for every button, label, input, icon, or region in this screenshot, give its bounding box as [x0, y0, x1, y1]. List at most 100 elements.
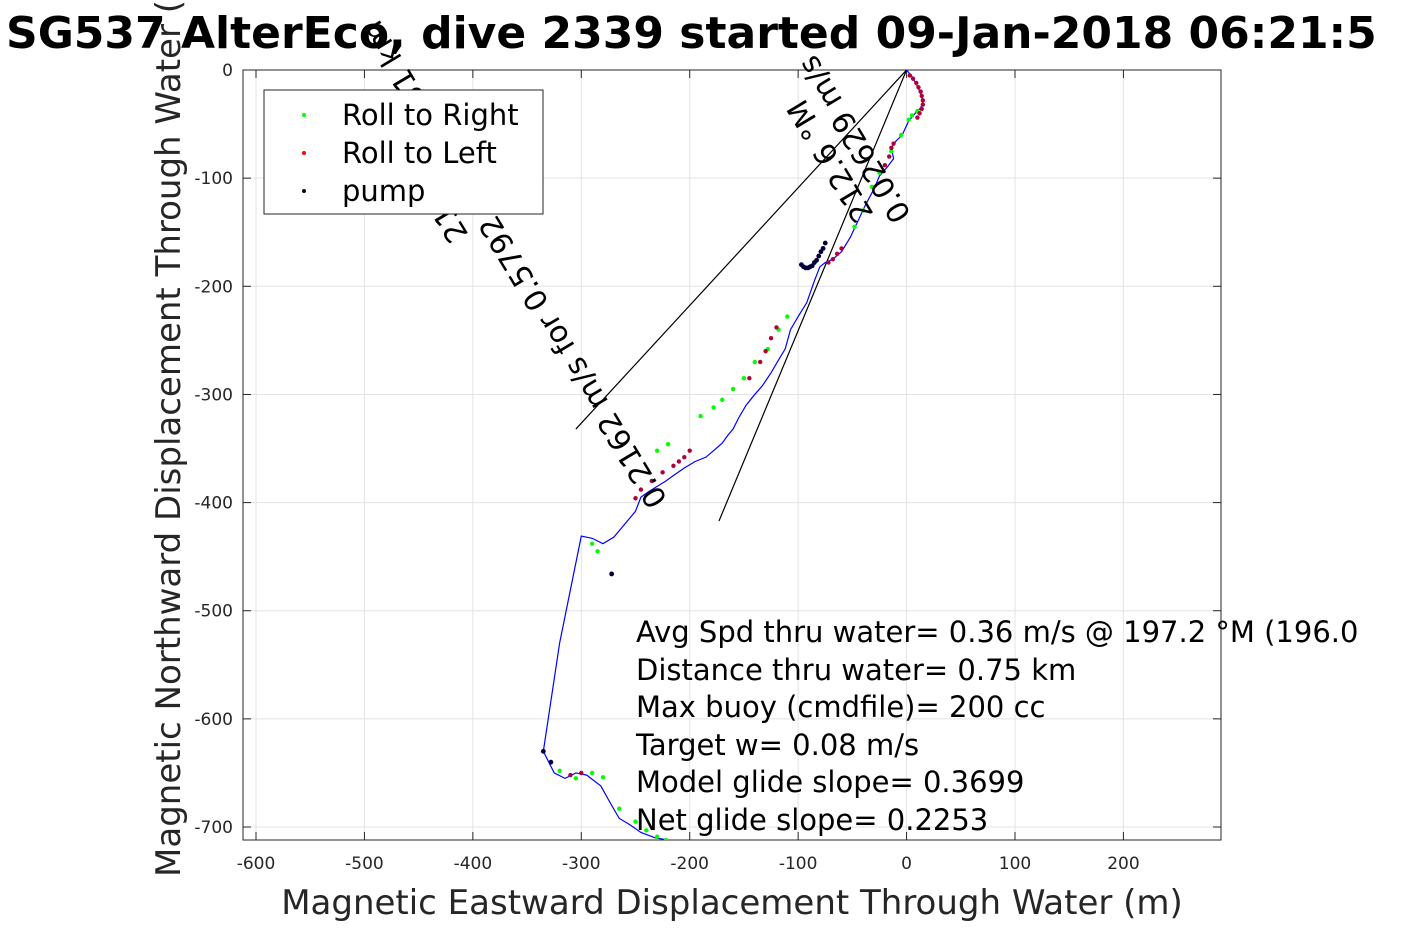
roll-left-point: [671, 463, 676, 469]
x-tick-label: -400: [454, 854, 493, 874]
roll-right-point: [752, 359, 757, 365]
track-layer: [542, 70, 924, 840]
y-tick-label: 0: [222, 61, 233, 81]
stat-net-glide: Net glide slope= 0.2253: [636, 803, 988, 837]
roll-right-point: [898, 132, 904, 138]
roll-left-point: [919, 106, 924, 112]
roll-left-point: [839, 246, 844, 251]
roll-left-point: [579, 770, 584, 776]
stat-distance: Distance thru water= 0.75 km: [636, 653, 1076, 687]
roll-right-point: [720, 397, 725, 403]
roll-left-point: [649, 478, 654, 484]
roll-left-point: [763, 348, 768, 354]
roll-right-point: [654, 448, 660, 453]
roll-left-point: [910, 76, 916, 81]
current-label-line1: 0.2162 m/s for 0.5792 hr = 0.451 km: [355, 14, 674, 514]
legend-marker-pump: [302, 189, 306, 193]
roll-left-point: [887, 154, 892, 159]
pump-point: [822, 240, 828, 246]
roll-left-point: [568, 772, 573, 778]
legend-marker-roll-right: [302, 113, 306, 117]
roll-left-point: [768, 336, 774, 341]
roll-left-point: [830, 257, 836, 262]
x-tick-label: -500: [345, 854, 384, 874]
roll-right-point: [909, 113, 915, 118]
y-tick-label: -500: [194, 602, 233, 622]
roll-left-point: [834, 251, 840, 257]
roll-right-point: [573, 776, 579, 781]
x-tick-label: 100: [999, 854, 1031, 874]
roll-right-point: [633, 819, 638, 824]
roll-left-point: [889, 145, 894, 151]
roll-right-point: [852, 224, 857, 230]
roll-right-point: [711, 405, 716, 410]
x-axis-label: Magnetic Eastward Displacement Through W…: [281, 883, 1183, 923]
y-tick-label: -300: [194, 385, 233, 405]
x-tick-label: -100: [779, 854, 818, 874]
roll-left-point: [757, 359, 763, 365]
roll-right-point: [889, 148, 894, 154]
roll-left-point: [682, 454, 687, 460]
roll-right-point: [785, 314, 790, 319]
roll-left-point: [774, 325, 779, 330]
roll-left-point: [915, 115, 920, 120]
axis-ticks: -600 -500 -400 -300 -200 -100 0 100 200 0 -100 -200…: [194, 61, 1221, 874]
roll-right-point: [654, 834, 660, 839]
roll-right-point: [595, 549, 600, 554]
stat-max-buoy: Max buoy (cmdfile)= 200 cc: [636, 690, 1045, 724]
roll-left-point: [633, 496, 638, 501]
pump-point: [609, 571, 615, 577]
x-tick-label: 0: [901, 854, 912, 874]
roll-left-point: [882, 162, 888, 168]
legend-label-pump: pump: [342, 174, 425, 208]
legend-marker-roll-left: [302, 151, 306, 155]
roll-right-point: [869, 184, 875, 189]
plot-area-frame: [242, 69, 1222, 841]
y-tick-label: -600: [194, 710, 233, 730]
roll-right-point: [644, 828, 649, 833]
roll-right-point: [906, 117, 911, 122]
roll-right-point: [600, 775, 606, 780]
roll-left-point: [920, 102, 926, 107]
legend: Roll to Right Roll to Left pump: [263, 89, 544, 215]
y-axis-label: Magnetic Northward Displacement Through …: [149, 0, 189, 877]
legend-label-roll-right: Roll to Right: [342, 98, 519, 132]
roll-right-point: [877, 170, 882, 175]
roll-right-point: [589, 541, 595, 546]
marker-layer: [540, 73, 926, 840]
roll-right-point: [663, 837, 669, 840]
pump-point: [816, 253, 822, 259]
pump-point: [818, 249, 824, 255]
y-tick-label: -100: [194, 169, 233, 189]
roll-left-point: [914, 80, 919, 86]
current-ray-left: [575, 70, 908, 430]
pump-point: [548, 759, 554, 765]
stats-block: Avg Spd thru water= 0.36 m/s @ 197.2 °M …: [635, 615, 1358, 837]
legend-label-roll-left: Roll to Left: [342, 136, 497, 170]
stat-model-glide: Model glide slope= 0.3699: [636, 765, 1024, 799]
roll-right-point: [557, 768, 562, 773]
x-tick-label: -300: [562, 854, 601, 874]
roll-right-point: [589, 770, 595, 776]
x-tick-label: -600: [237, 854, 276, 874]
chart-title: SG537 AlterEco, dive 2339 started 09-Jan…: [6, 8, 1377, 59]
roll-left-point: [891, 141, 896, 146]
roll-left-point: [660, 470, 665, 475]
stat-target-w: Target w= 0.08 m/s: [635, 728, 919, 762]
roll-left-point: [687, 448, 692, 453]
pump-point: [798, 262, 804, 268]
roll-left-point: [920, 98, 926, 103]
legend-box: [263, 89, 544, 215]
stat-avg-speed: Avg Spd thru water= 0.36 m/s @ 197.2 °M …: [636, 615, 1358, 649]
roll-left-point: [916, 85, 921, 90]
current-ray-right: [718, 70, 908, 522]
x-tick-label: 200: [1107, 854, 1139, 874]
pump-point: [540, 748, 546, 754]
roll-right-point: [730, 386, 736, 392]
y-tick-label: -200: [194, 277, 233, 297]
roll-left-point: [676, 459, 682, 464]
track-line: [542, 70, 924, 840]
roll-left-point: [638, 487, 644, 492]
roll-left-point: [919, 93, 924, 99]
